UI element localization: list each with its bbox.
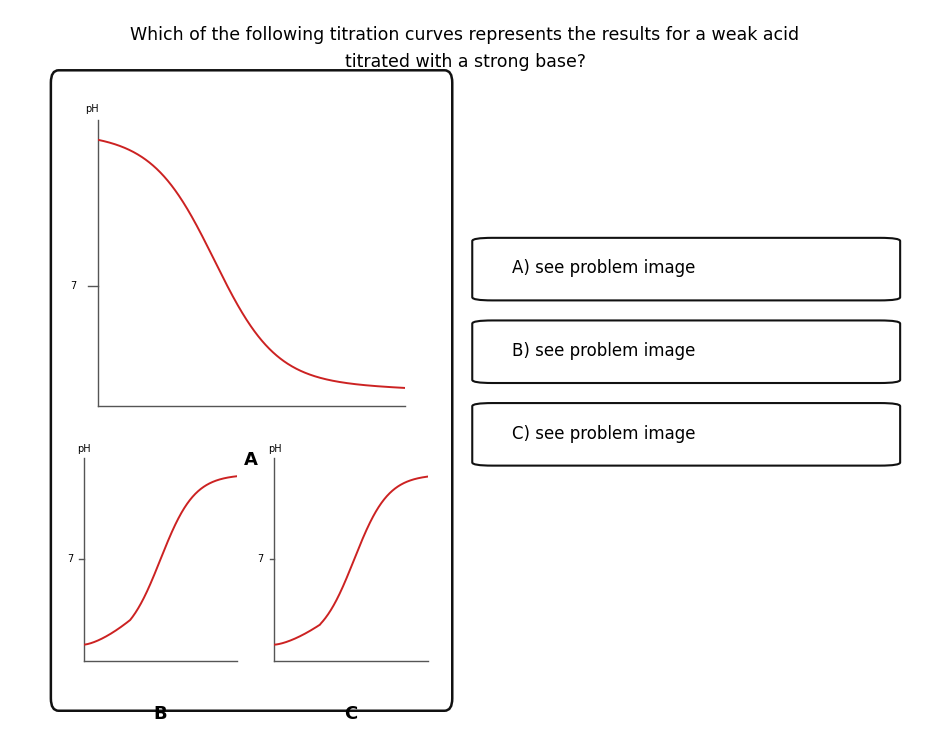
FancyBboxPatch shape	[472, 238, 900, 300]
Text: B: B	[153, 705, 167, 723]
Text: C) see problem image: C) see problem image	[512, 425, 696, 442]
Text: 7: 7	[70, 281, 76, 291]
Text: A: A	[245, 451, 258, 469]
Text: B) see problem image: B) see problem image	[512, 342, 696, 360]
Text: pH: pH	[86, 104, 99, 114]
Text: pH: pH	[268, 444, 282, 454]
FancyBboxPatch shape	[51, 71, 452, 710]
Text: A) see problem image: A) see problem image	[512, 260, 696, 277]
Text: Which of the following titration curves represents the results for a weak acid: Which of the following titration curves …	[130, 26, 800, 44]
Text: 7: 7	[258, 554, 263, 565]
Text: pH: pH	[77, 444, 91, 454]
Text: titrated with a strong base?: titrated with a strong base?	[344, 53, 586, 71]
Text: C: C	[344, 705, 358, 723]
Text: 7: 7	[67, 554, 73, 565]
FancyBboxPatch shape	[472, 321, 900, 383]
FancyBboxPatch shape	[472, 403, 900, 466]
